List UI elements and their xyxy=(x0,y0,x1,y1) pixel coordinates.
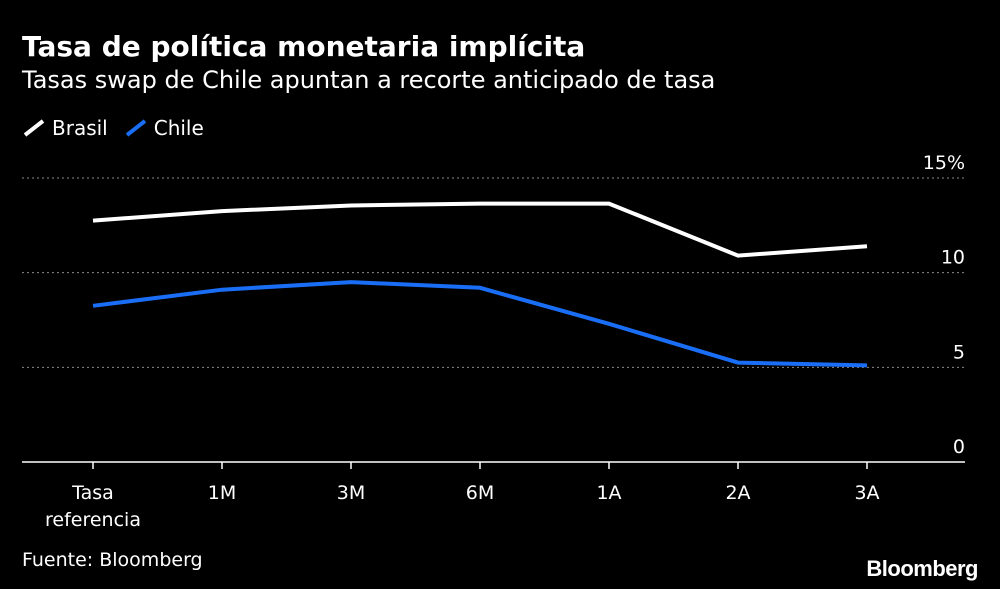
series-line-brasil xyxy=(92,201,868,258)
y-tick-label-0: 0 xyxy=(953,436,965,458)
x-tick-label-0-line-0: Tasa xyxy=(71,482,114,504)
legend-swatch-chile xyxy=(125,119,146,137)
legend-item-chile: Chile xyxy=(124,116,204,140)
legend-line-chile xyxy=(125,119,146,137)
chart-legend: Brasil Chile xyxy=(22,116,204,140)
chart-subtitle: Tasas swap de Chile apuntan a recorte an… xyxy=(22,66,716,94)
legend-label-brasil: Brasil xyxy=(52,116,108,140)
y-tick-label-10: 10 xyxy=(941,247,965,269)
x-tick-label-5: 2A xyxy=(725,482,750,504)
x-tick-label-0-line-1: referencia xyxy=(45,509,141,531)
legend-label-chile: Chile xyxy=(153,116,204,140)
x-tick-label-6: 3A xyxy=(854,482,879,504)
bloomberg-logo: Bloomberg xyxy=(866,556,978,581)
legend-line-brasil xyxy=(23,119,45,137)
x-tick-label-3: 6M xyxy=(466,482,494,504)
y-tick-label-15: 15% xyxy=(923,152,965,174)
y-tick-label-5: 5 xyxy=(953,341,965,363)
legend-item-brasil: Brasil xyxy=(22,116,108,140)
x-tick-label-4: 1A xyxy=(596,482,621,504)
source-note: Fuente: Bloomberg xyxy=(22,549,203,571)
x-tick-label-2: 3M xyxy=(337,482,365,504)
series-line-chile xyxy=(92,280,868,368)
chart-title: Tasa de política monetaria implícita xyxy=(22,30,586,63)
legend-swatch-brasil xyxy=(23,119,45,137)
x-tick-label-1: 1M xyxy=(208,482,236,504)
